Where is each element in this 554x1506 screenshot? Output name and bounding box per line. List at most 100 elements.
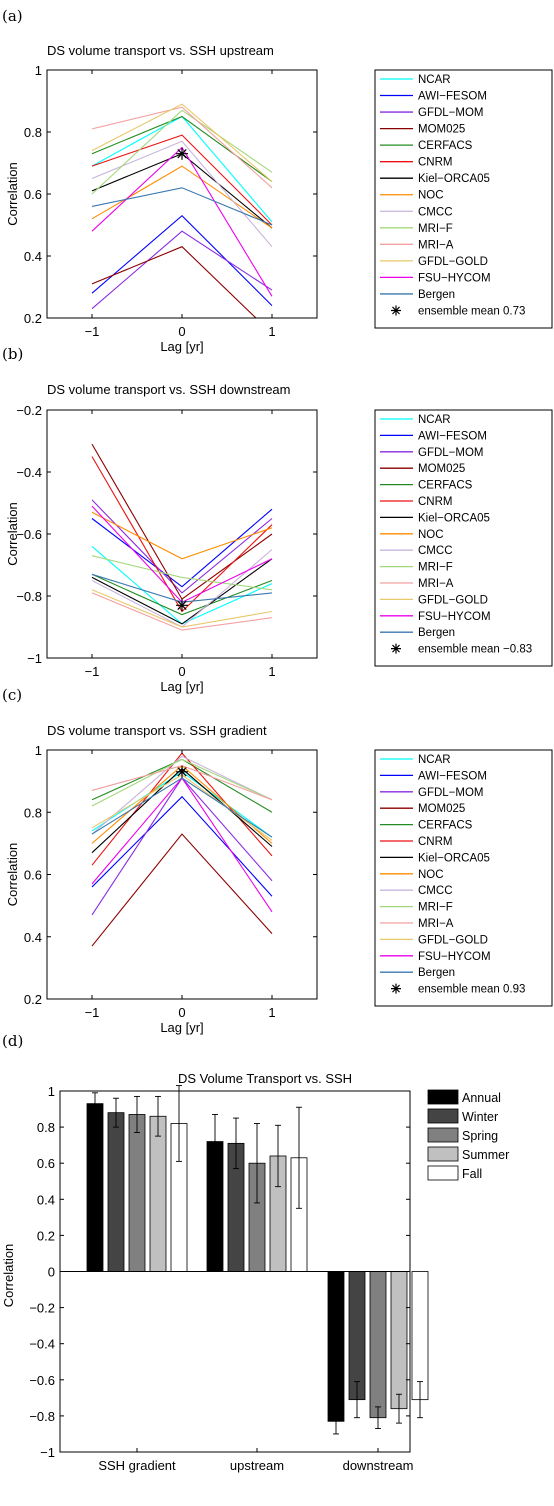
legend-box	[374, 409, 553, 667]
y-tick-label: 0	[48, 1265, 55, 1280]
y-tick-label: 0.2	[24, 992, 42, 1007]
y-tick-label: −0.8	[16, 589, 42, 604]
y-tick-label: 0.6	[24, 187, 42, 202]
series-line-1	[91, 214, 273, 306]
legend-label-1: AWI−FESOM	[418, 430, 487, 442]
legend-label-0: NCAR	[418, 414, 451, 426]
legend-label-11: GFDL−GOLD	[418, 934, 488, 946]
plot-frame	[46, 409, 318, 659]
bar-annual-2	[327, 1271, 345, 1422]
series-line-7	[91, 165, 273, 229]
legend-label-10: MRI−A	[418, 239, 454, 251]
series-line-5	[91, 134, 273, 226]
y-tick-label: 1	[35, 743, 42, 758]
series-lines	[91, 752, 273, 947]
panel-label-a: (a)	[2, 7, 23, 25]
legend-label-11: GFDL−GOLD	[418, 594, 488, 606]
legend-swatch-2	[427, 1127, 459, 1143]
legend-label-4: CERFACS	[418, 140, 473, 152]
legend-label-2: GFDL−MOM	[418, 447, 484, 459]
legend-label-2: GFDL−MOM	[418, 787, 484, 799]
legend-label-10: MRI−A	[418, 918, 454, 930]
legend-ensemble-marker	[391, 643, 401, 654]
legend: Annual Winter Spring Summer Fall	[427, 1089, 509, 1181]
series-line-1	[91, 795, 273, 897]
legend-swatch-3	[427, 1146, 459, 1162]
legend-label-2: Spring	[462, 1129, 498, 1143]
legend-label-12: FSU−HYCOM	[418, 272, 491, 284]
legend-label-9: MRI−F	[418, 223, 453, 235]
series-line-13	[91, 187, 273, 226]
legend-ensemble-label: ensemble mean −0.83	[418, 644, 532, 656]
legend: NCAR AWI−FESOM GFDL−MOM MOM025 CERFACS CNRM Ki…	[374, 749, 553, 1007]
legend-label-5: CNRM	[418, 496, 453, 508]
series-line-10	[91, 592, 273, 631]
series-line-10	[91, 106, 273, 189]
panel-label-d: (d)	[2, 1032, 23, 1050]
series-line-3	[91, 443, 273, 600]
legend-label-1: AWI−FESOM	[418, 770, 487, 782]
series-line-0	[91, 545, 273, 625]
legend-label-8: CMCC	[418, 545, 453, 557]
series-line-2	[91, 230, 273, 310]
series-line-8	[91, 755, 273, 835]
legend-ensemble-marker	[391, 983, 401, 994]
series-line-10	[91, 764, 273, 801]
y-tick-label: 0.8	[24, 805, 42, 820]
legend-label-12: FSU−HYCOM	[418, 951, 491, 963]
legend-label-7: NOC	[418, 190, 444, 202]
legend-label-0: NCAR	[418, 754, 451, 766]
legend-label-4: CERFACS	[418, 480, 473, 492]
legend-swatch-1	[427, 1108, 459, 1124]
y-tick-label: −1	[40, 1445, 55, 1460]
series-line-9	[91, 555, 273, 591]
x-axis-label: Lag [yr]	[160, 1020, 203, 1035]
y-axis-label: Correlation	[5, 843, 20, 907]
category-label-2: downstream	[343, 1458, 414, 1473]
chart-d: −1 −0.8 −0.6 −0.4 −0.2 0 0.2 0.4 0.6 0.8 1 SSH grad…	[1, 1084, 509, 1473]
ensemble-marker	[176, 765, 188, 778]
legend-label-3: MOM025	[418, 463, 465, 475]
y-tick-label: −0.6	[29, 1373, 55, 1388]
legend-label-8: CMCC	[418, 885, 453, 897]
series-line-11	[91, 774, 273, 841]
plot-frame	[46, 749, 318, 1000]
series-line-9	[91, 109, 273, 195]
legend-label-11: GFDL−GOLD	[418, 256, 488, 268]
y-tick-label: 0.8	[37, 1120, 55, 1135]
series-line-12	[91, 146, 273, 297]
series-line-4	[91, 115, 273, 183]
panel-label-b: (b)	[2, 345, 23, 363]
y-tick-label: −0.2	[16, 403, 42, 418]
legend-ensemble-marker	[391, 305, 401, 316]
x-tick-label: −1	[85, 324, 100, 339]
legend-label-7: NOC	[418, 869, 444, 881]
legend: NCAR AWI−FESOM GFDL−MOM MOM025 CERFACS CNRM Ki…	[374, 69, 553, 329]
y-tick-label: −0.4	[29, 1337, 55, 1352]
series-line-11	[91, 103, 273, 183]
bar-spring-2	[369, 1271, 387, 1419]
legend-swatch-0	[427, 1089, 459, 1105]
bar-winter-2	[348, 1271, 366, 1401]
y-axis-label: Correlation	[5, 162, 20, 226]
y-tick-label: 1	[35, 63, 42, 78]
y-axis-label: Correlation	[1, 1244, 16, 1308]
y-tick-label: 0.2	[37, 1228, 55, 1243]
y-tick-label: 0.2	[24, 311, 42, 326]
series-line-9	[91, 758, 273, 807]
bar-summer-2	[390, 1271, 408, 1410]
legend-label-1: Winter	[462, 1110, 498, 1124]
series-line-12	[91, 777, 273, 913]
y-tick-label: 0.6	[24, 868, 42, 883]
legend-label-6: Kiel−ORCA05	[418, 173, 490, 185]
y-tick-label: 0.8	[24, 125, 42, 140]
legend-label-7: NOC	[418, 529, 444, 541]
legend-box	[374, 749, 553, 1007]
legend-label-5: CNRM	[418, 157, 453, 169]
series-line-13	[91, 777, 273, 838]
bar-winter-0	[107, 1112, 125, 1272]
series-line-1	[91, 508, 273, 588]
legend-label-9: MRI−F	[418, 902, 453, 914]
legend-label-9: MRI−F	[418, 562, 453, 574]
